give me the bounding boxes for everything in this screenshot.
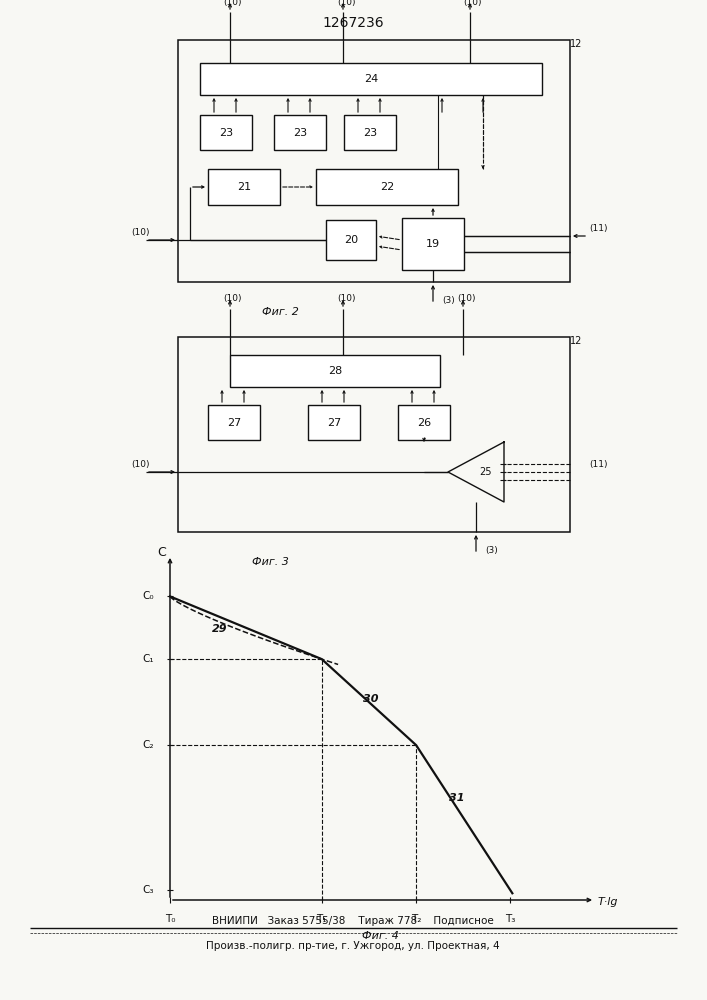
Text: 22: 22 xyxy=(380,182,394,192)
Bar xyxy=(402,218,464,270)
Bar xyxy=(200,63,542,95)
Text: Фиг. 2: Фиг. 2 xyxy=(262,307,298,317)
Text: (3): (3) xyxy=(486,546,498,554)
Text: 31: 31 xyxy=(449,793,464,803)
Text: 23: 23 xyxy=(363,127,377,137)
Text: 27: 27 xyxy=(227,418,241,428)
Text: (10): (10) xyxy=(131,460,149,468)
Text: (10): (10) xyxy=(131,228,149,236)
Text: (10): (10) xyxy=(337,0,355,6)
Text: 21: 21 xyxy=(237,182,251,192)
Text: 28: 28 xyxy=(328,366,342,376)
Bar xyxy=(344,115,396,150)
Text: ВНИИПИ   Заказ 5755/38    Тираж 778     Подписное: ВНИИПИ Заказ 5755/38 Тираж 778 Подписное xyxy=(212,916,494,926)
Text: 12: 12 xyxy=(570,39,582,49)
Text: T·lg: T·lg xyxy=(597,897,618,907)
Text: 25: 25 xyxy=(480,467,492,477)
Text: (10): (10) xyxy=(457,294,475,304)
Text: Фиг. 3: Фиг. 3 xyxy=(252,557,288,567)
Text: (11): (11) xyxy=(589,460,607,468)
Bar xyxy=(326,220,376,260)
Text: (10): (10) xyxy=(223,294,243,304)
Text: 19: 19 xyxy=(426,239,440,249)
Text: 20: 20 xyxy=(344,235,358,245)
Text: T₀: T₀ xyxy=(165,914,175,924)
Text: T₂: T₂ xyxy=(411,914,421,924)
Text: C₀: C₀ xyxy=(142,591,154,601)
Text: (3): (3) xyxy=(443,296,455,304)
Text: T₃: T₃ xyxy=(505,914,515,924)
Text: 30: 30 xyxy=(363,694,379,704)
Bar xyxy=(316,169,458,205)
Text: C₁: C₁ xyxy=(142,654,154,664)
Bar xyxy=(200,115,252,150)
Text: (11): (11) xyxy=(589,224,607,232)
Text: 24: 24 xyxy=(364,74,378,84)
Text: (10): (10) xyxy=(464,0,482,6)
Bar xyxy=(178,40,570,282)
Text: C: C xyxy=(158,546,166,558)
Text: Произв.-полигр. пр-тие, г. Ужгород, ул. Проектная, 4: Произв.-полигр. пр-тие, г. Ужгород, ул. … xyxy=(206,941,500,951)
Text: T₁: T₁ xyxy=(317,914,327,924)
Text: (10): (10) xyxy=(337,294,355,304)
Bar xyxy=(178,337,570,532)
Text: 27: 27 xyxy=(327,418,341,428)
Text: Фиг. 4: Фиг. 4 xyxy=(361,931,399,941)
Bar xyxy=(208,169,280,205)
Text: C₂: C₂ xyxy=(143,740,154,750)
Text: (10): (10) xyxy=(223,0,243,6)
Bar xyxy=(308,405,360,440)
Text: 12: 12 xyxy=(570,336,582,346)
Text: 26: 26 xyxy=(417,418,431,428)
Bar xyxy=(274,115,326,150)
Bar xyxy=(208,405,260,440)
Bar xyxy=(398,405,450,440)
Text: 1267236: 1267236 xyxy=(322,16,384,30)
Text: C₃: C₃ xyxy=(143,885,154,895)
Bar xyxy=(230,355,440,387)
Text: 29: 29 xyxy=(211,624,227,634)
Text: 23: 23 xyxy=(293,127,307,137)
Text: 23: 23 xyxy=(219,127,233,137)
